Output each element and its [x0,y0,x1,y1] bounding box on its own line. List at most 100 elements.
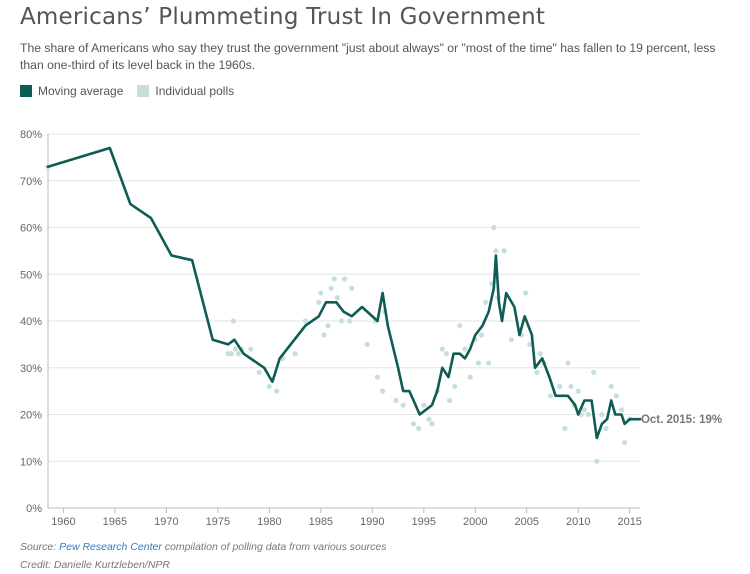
poll-point [557,383,563,390]
poll-point [523,290,529,296]
poll-point [537,351,543,357]
poll-point [527,341,533,347]
poll-point [334,295,340,301]
poll-point [443,351,450,357]
poll-point [585,411,592,418]
poll-point [486,360,492,366]
poll-point [235,351,242,357]
poll-point [547,393,554,399]
y-tick-label: 60% [20,223,42,235]
poll-point [575,388,581,394]
poll-point [232,346,238,352]
x-tick-label: 2005 [515,516,539,528]
poll-point [416,425,422,432]
poll-point [347,318,353,324]
poll-point [421,402,427,408]
poll-point [475,360,481,366]
poll-point [256,369,262,376]
poll-point [581,407,588,413]
poll-point [491,224,497,231]
poll-point [501,248,507,254]
moving-average-line [46,146,642,440]
y-tick-label: 50% [20,269,42,281]
poll-point [508,337,514,343]
poll-point [266,383,272,390]
poll-point [321,332,327,338]
source-suffix: compilation of polling data from various… [161,541,387,553]
poll-point [364,341,370,347]
poll-point [603,425,609,432]
x-tick-label: 2015 [617,516,641,528]
poll-point [618,407,625,413]
poll-point [457,323,463,329]
annotation-latest-value: Oct. 2015: 19% [641,414,722,426]
poll-point [613,393,619,399]
x-tick-label: 1990 [360,516,384,528]
poll-point [410,421,417,427]
poll-point [393,397,399,404]
poll-point [591,369,597,376]
poll-point [565,360,571,366]
y-tick-label: 70% [20,176,42,188]
legend-label-moving-average: Moving average [38,84,124,98]
legend-label-individual-polls: Individual polls [155,84,235,98]
x-tick-label: 1970 [154,516,178,528]
poll-point [316,299,322,305]
y-tick-label: 30% [20,363,42,375]
poll-point [482,299,489,305]
x-tick-label: 1995 [412,516,436,528]
poll-point [273,388,280,394]
poll-point [562,425,568,432]
poll-point [292,351,298,357]
chart-subtitle: The share of Americans who say they trus… [20,41,716,72]
poll-point [478,332,485,338]
poll-point [429,421,435,427]
poll-point [331,276,337,282]
source-prefix: Source: [20,541,60,553]
poll-point [248,346,254,352]
poll-point [594,458,600,464]
poll-point [228,351,234,357]
y-tick-label: 80% [20,129,42,141]
source-link[interactable]: Pew Research Center [59,541,162,553]
x-tick-label: 1960 [51,516,75,528]
poll-point [452,383,458,390]
x-tick-label: 2010 [566,516,590,528]
poll-point [621,439,628,446]
x-tick-label: 1980 [257,516,281,528]
poll-point [302,318,308,324]
chart-title: Americans’ Plummeting Trust In Governmen… [20,4,546,30]
poll-point [230,318,236,324]
poll-point [341,276,348,282]
credit-note: Credit: Danielle Kurtzleben/NPR [20,559,170,571]
y-tick-label: 10% [20,456,42,468]
poll-point [374,374,381,380]
y-tick-label: 0% [26,503,42,515]
poll-point [328,285,334,291]
x-tick-label: 2000 [463,516,487,528]
poll-point [338,318,345,324]
poll-point [426,416,432,422]
poll-point [446,397,453,404]
legend-item-individual-polls: Individual polls [137,84,234,98]
poll-point [493,248,499,254]
legend: Moving average Individual polls [20,84,248,98]
x-tick-label: 1985 [309,516,333,528]
poll-point [599,411,605,418]
poll-point [534,369,540,376]
x-tick-label: 1965 [103,516,127,528]
legend-swatch-moving-average [20,85,32,97]
y-tick-label: 20% [20,410,42,422]
poll-point [467,374,473,380]
poll-point [318,290,324,296]
poll-point [439,346,445,352]
poll-point [349,285,355,291]
legend-item-moving-average: Moving average [20,84,123,98]
legend-swatch-individual-polls [137,85,150,97]
poll-point [568,383,574,390]
y-tick-label: 40% [20,316,42,328]
poll-point [325,323,331,329]
poll-point [400,402,406,408]
poll-point [462,346,468,352]
